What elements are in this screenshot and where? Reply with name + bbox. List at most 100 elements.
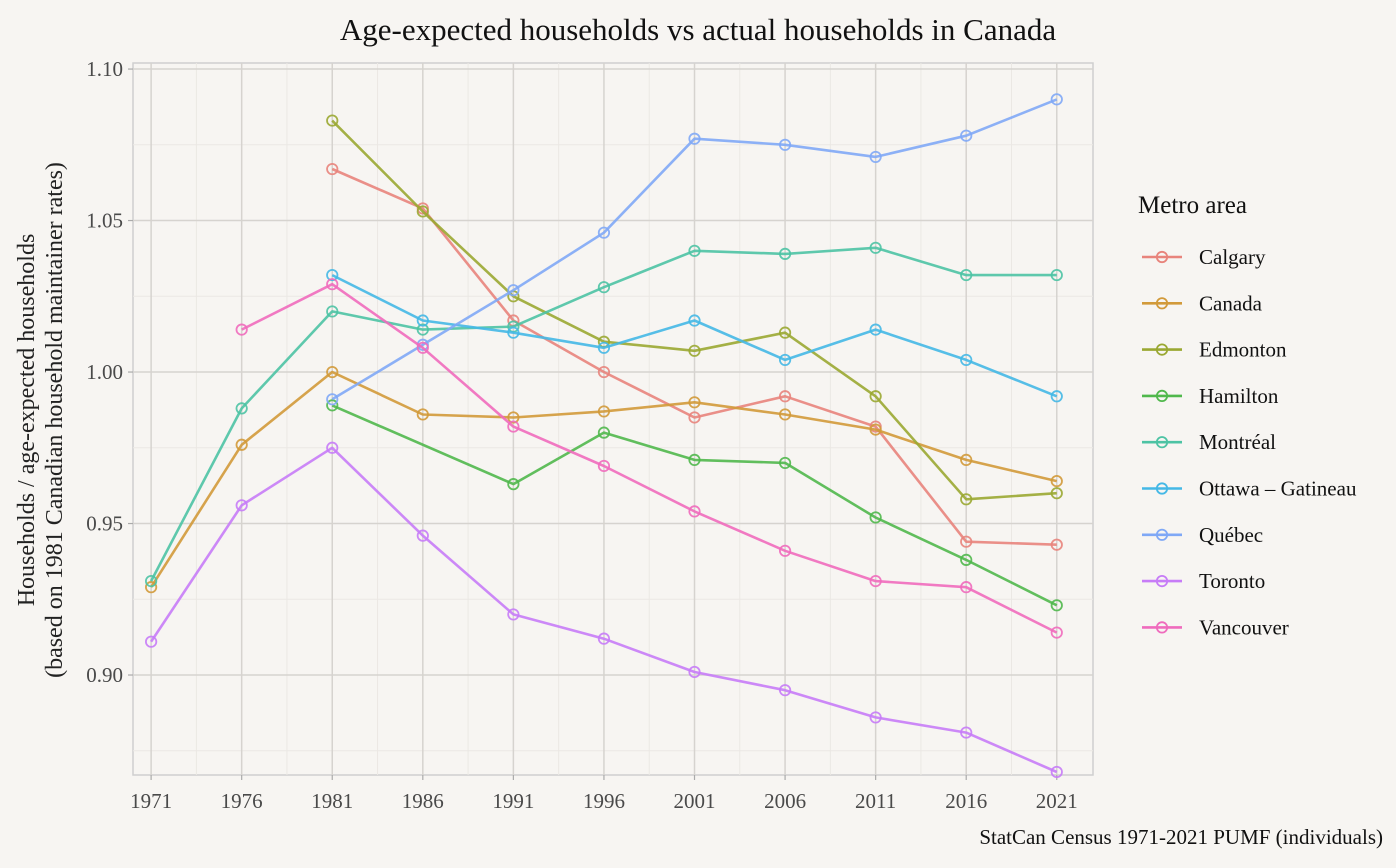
- data-point-hamilton: [688, 453, 701, 467]
- data-point-edmonton: [778, 326, 792, 339]
- legend-label: Calgary: [1199, 245, 1266, 269]
- y-tick-label: 1.05: [86, 209, 123, 233]
- data-point-canada: [416, 408, 429, 421]
- x-tick-label: 2016: [945, 789, 987, 813]
- data-point-montr-al: [145, 574, 158, 588]
- legend-item-qu-bec: Québec: [1142, 523, 1263, 547]
- data-point-hamilton: [778, 456, 792, 470]
- data-point-calgary: [1050, 538, 1063, 551]
- data-point-vancouver: [235, 323, 248, 336]
- series-vancouver: [235, 278, 1063, 639]
- data-point-canada: [869, 423, 882, 436]
- data-point-ottawa-gatineau: [960, 353, 973, 367]
- legend-key-point: [1155, 574, 1169, 588]
- legend-title: Metro area: [1138, 192, 1247, 219]
- data-point-montr-al: [688, 244, 701, 257]
- data-point-calgary: [688, 411, 701, 424]
- data-point-hamilton: [597, 426, 611, 439]
- data-point-montr-al: [416, 323, 429, 336]
- data-point-toronto: [416, 529, 429, 542]
- y-axis-title: Households / age-expected households (ba…: [14, 162, 68, 678]
- x-tick-label: 2006: [764, 789, 806, 813]
- data-point-edmonton: [416, 205, 429, 218]
- data-point-canada: [688, 396, 701, 409]
- data-point-toronto: [235, 499, 248, 512]
- data-point-toronto: [869, 711, 882, 724]
- legend-key-point: [1155, 250, 1169, 264]
- data-point-ottawa-gatineau: [688, 314, 701, 327]
- data-point-canada: [326, 365, 339, 379]
- data-point-qu-bec: [869, 150, 882, 164]
- data-point-vancouver: [507, 420, 520, 433]
- series-lines: [145, 93, 1063, 779]
- data-point-vancouver: [688, 505, 701, 518]
- data-point-vancouver: [1050, 626, 1063, 639]
- legend-key-point: [1155, 482, 1169, 495]
- data-point-canada: [960, 453, 973, 467]
- legend-label: Edmonton: [1199, 338, 1287, 362]
- data-point-calgary: [960, 535, 973, 548]
- legend-item-canada: Canada: [1142, 291, 1263, 315]
- x-tick-label: 2011: [855, 789, 896, 813]
- data-point-toronto: [960, 726, 973, 739]
- data-point-ottawa-gatineau: [416, 314, 429, 327]
- x-tick-label: 1996: [583, 789, 625, 813]
- legend-item-vancouver: Vancouver: [1142, 615, 1289, 639]
- data-point-vancouver: [960, 581, 973, 594]
- legend-key-point: [1155, 297, 1169, 310]
- data-point-montr-al: [235, 402, 248, 415]
- data-point-edmonton: [326, 114, 339, 127]
- series-qu-bec: [326, 93, 1063, 406]
- legend-item-hamilton: Hamilton: [1142, 384, 1279, 408]
- data-point-ottawa-gatineau: [326, 268, 339, 282]
- series-line-hamilton: [331, 404, 1058, 607]
- data-point-canada: [1050, 475, 1063, 488]
- data-point-montr-al: [1050, 268, 1063, 282]
- legend-item-calgary: Calgary: [1142, 245, 1266, 269]
- data-point-toronto: [688, 665, 701, 679]
- data-point-canada: [145, 581, 158, 594]
- series-line-toronto: [150, 446, 1058, 774]
- series-canada: [145, 365, 1063, 594]
- data-point-hamilton: [1050, 599, 1063, 612]
- data-point-ottawa-gatineau: [597, 341, 611, 354]
- legend-item-montr-al: Montréal: [1142, 430, 1276, 454]
- x-tick-label: 1976: [221, 789, 263, 813]
- data-point-calgary: [778, 390, 792, 403]
- legend-key-point: [1155, 389, 1169, 402]
- y-axis-title-line2: (based on 1981 Canadian household mainta…: [42, 162, 68, 678]
- series-ottawa-gatineau: [326, 268, 1063, 403]
- data-point-qu-bec: [507, 284, 520, 297]
- data-point-toronto: [507, 608, 520, 621]
- legend-key-point: [1155, 528, 1169, 541]
- data-point-qu-bec: [1050, 93, 1063, 106]
- data-point-ottawa-gatineau: [507, 326, 520, 339]
- x-tick-label: 1981: [311, 789, 353, 813]
- data-point-vancouver: [778, 544, 792, 557]
- data-point-hamilton: [960, 553, 973, 566]
- data-point-edmonton: [688, 344, 701, 357]
- legend-item-edmonton: Edmonton: [1142, 338, 1287, 362]
- data-point-ottawa-gatineau: [869, 323, 882, 336]
- legend-label: Vancouver: [1199, 615, 1289, 639]
- data-point-montr-al: [960, 268, 973, 282]
- series-hamilton: [326, 399, 1063, 612]
- data-point-toronto: [145, 635, 158, 648]
- legend-key-point: [1155, 436, 1169, 449]
- legend: Metro area Calgary Canada Edmonton Hamilton…: [1138, 192, 1357, 639]
- series-line-calgary: [331, 167, 1057, 546]
- data-point-qu-bec: [326, 393, 339, 406]
- data-point-canada: [778, 408, 792, 421]
- data-point-hamilton: [869, 511, 882, 524]
- data-point-montr-al: [869, 241, 882, 254]
- data-point-toronto: [778, 684, 792, 697]
- data-point-toronto: [1050, 765, 1063, 779]
- data-point-hamilton: [326, 399, 339, 412]
- data-point-hamilton: [507, 478, 520, 491]
- data-point-toronto: [326, 441, 339, 454]
- data-point-ottawa-gatineau: [1050, 390, 1063, 403]
- data-point-calgary: [326, 162, 339, 176]
